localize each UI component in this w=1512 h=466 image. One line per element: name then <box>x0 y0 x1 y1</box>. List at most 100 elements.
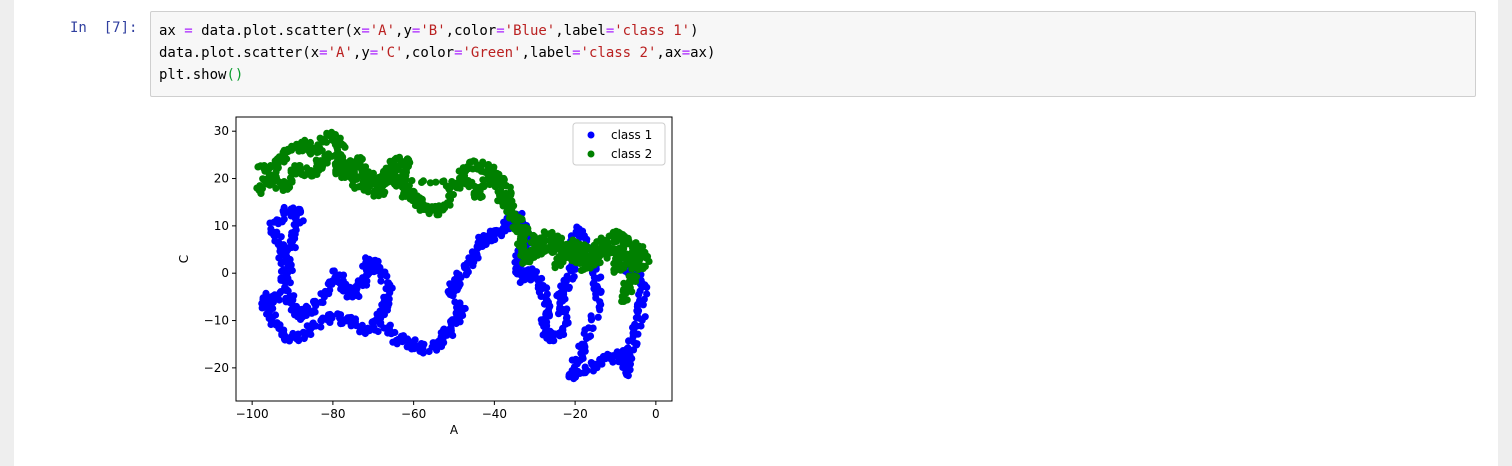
scatter-point <box>381 294 390 302</box>
scatter-point <box>511 258 519 266</box>
scatter-point <box>280 215 288 223</box>
code-line[interactable]: plt.show() <box>159 67 244 83</box>
y-axis-label: C <box>177 255 191 263</box>
x-tick-label: −60 <box>401 407 426 421</box>
scatter-point <box>256 182 264 190</box>
scatter-point <box>477 191 485 199</box>
scatter-point <box>359 281 367 290</box>
scatter-point <box>518 215 526 224</box>
scatter-point <box>405 337 413 345</box>
scatter-point <box>305 140 313 148</box>
scatter-point <box>589 269 597 277</box>
scatter-point <box>488 234 496 242</box>
scatter-point <box>319 298 327 307</box>
scatter-point <box>328 312 336 320</box>
scatter-point <box>583 367 591 375</box>
scatter-point <box>297 165 305 173</box>
scatter-point <box>550 337 558 345</box>
scatter-point <box>343 293 351 301</box>
scatter-point <box>624 372 632 380</box>
series-1-points <box>258 203 651 383</box>
scatter-point <box>276 321 284 329</box>
x-tick-label: 0 <box>652 407 660 421</box>
scatter-point <box>395 153 403 161</box>
scatter-point <box>317 290 325 298</box>
scatter-point <box>568 356 576 364</box>
code-line[interactable]: data.plot.scatter(x='A',y='C',color='Gre… <box>159 45 716 61</box>
scatter-point <box>302 145 310 153</box>
scatter-point <box>316 144 324 152</box>
scatter-point <box>570 273 578 281</box>
scatter-point <box>288 238 297 246</box>
scatter-point <box>562 277 570 285</box>
scatter-point <box>492 172 500 180</box>
code-editor[interactable]: ax = data.plot.scatter(x='A',y='B',color… <box>159 20 715 86</box>
scatter-point <box>399 161 408 169</box>
scatter-point <box>280 277 288 285</box>
scatter-point <box>643 290 651 298</box>
scatter-point <box>615 259 623 267</box>
scatter-point <box>630 338 638 347</box>
scatter-point <box>576 356 584 364</box>
scatter-point <box>624 344 632 352</box>
series-2-points <box>253 128 653 305</box>
scatter-point <box>399 175 407 183</box>
scatter-point <box>387 330 395 338</box>
scatter-point <box>620 279 628 287</box>
scatter-point <box>639 243 647 251</box>
y-tick-label: −20 <box>204 361 229 375</box>
scatter-point <box>641 262 649 270</box>
scatter-point <box>643 252 652 261</box>
scatter-point <box>580 252 588 260</box>
scatter-point <box>635 291 643 299</box>
legend-label: class 1 <box>611 128 652 142</box>
scatter-point <box>309 322 318 330</box>
scatter-point <box>626 352 634 360</box>
scatter-point <box>317 323 325 331</box>
scatter-point <box>607 353 615 362</box>
scatter-point <box>504 205 513 213</box>
scatter-point <box>548 228 556 237</box>
scatter-point <box>557 234 566 242</box>
scatter-point <box>334 310 342 318</box>
cell-prompt: In [7]: <box>70 20 138 36</box>
scatter-point <box>303 322 311 330</box>
legend-box <box>572 122 666 166</box>
scatter-point <box>620 264 628 272</box>
code-cell-input[interactable]: ax = data.plot.scatter(x='A',y='B',color… <box>150 11 1476 97</box>
scatter-point <box>582 334 591 343</box>
y-tick-label: 30 <box>214 124 229 138</box>
scatter-point <box>276 247 284 255</box>
y-tick-label: 10 <box>214 219 229 233</box>
scatter-point <box>458 310 466 318</box>
scatter-point <box>273 216 281 224</box>
scatter-point <box>271 311 280 319</box>
scatter-point <box>290 144 298 152</box>
scatter-point <box>329 267 337 275</box>
scatter-point <box>635 253 644 261</box>
scatter-point <box>628 265 636 273</box>
scatter-point <box>573 223 581 231</box>
scatter-point <box>267 301 275 309</box>
scatter-point <box>304 328 313 336</box>
legend-marker <box>587 150 595 158</box>
scatter-point <box>425 347 433 356</box>
scatter-point <box>275 238 283 246</box>
scatter-point <box>627 255 635 263</box>
scatter-point <box>339 278 347 287</box>
scatter-point <box>328 152 336 160</box>
scatter-point <box>266 219 274 227</box>
x-tick-label: −100 <box>236 407 269 421</box>
scatter-point <box>390 160 398 168</box>
code-line[interactable]: ax = data.plot.scatter(x='A',y='B',color… <box>159 23 699 39</box>
scatter-point <box>318 138 327 146</box>
scatter-point <box>406 191 414 199</box>
scatter-point <box>641 313 649 321</box>
scatter-point <box>523 228 531 236</box>
scatter-point <box>517 251 525 259</box>
scatter-point <box>598 360 606 368</box>
scatter-point <box>366 181 374 189</box>
scatter-point <box>382 285 390 293</box>
x-axis-label: A <box>450 423 459 437</box>
scatter-point <box>589 324 597 332</box>
